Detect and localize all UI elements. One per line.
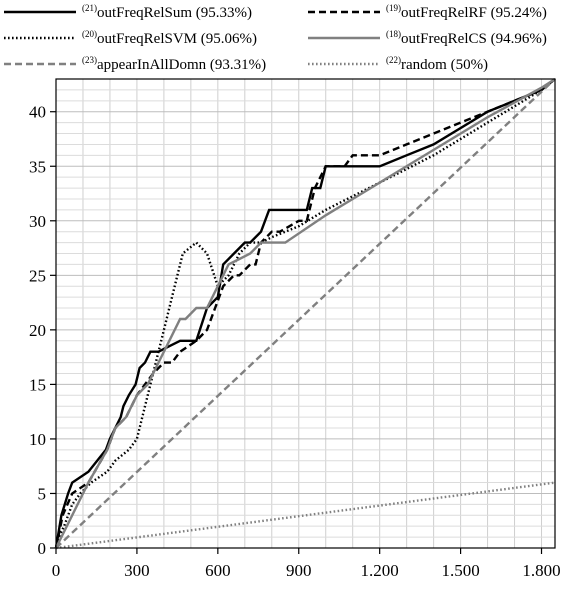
legend-label-0: (21)outFreqRelSum (95.33%): [82, 3, 252, 21]
series-lines: [54, 77, 556, 550]
y-tick-label: 10: [29, 430, 46, 449]
y-tick-label: 5: [38, 484, 47, 503]
legend-label-1: (19)outFreqRelRF (95.24%): [386, 3, 547, 21]
x-tick-label: 600: [205, 561, 231, 580]
x-tick-label: 1.800: [522, 561, 560, 580]
y-tick-label: 35: [29, 157, 46, 176]
legend-label-3: (18)outFreqRelCS (94.96%): [386, 29, 547, 47]
legend: (21)outFreqRelSum (95.33%) (19)outFreqRel…: [4, 3, 547, 73]
y-tick-label: 0: [38, 539, 47, 558]
y-tick-label: 20: [29, 321, 46, 340]
plot-frame: [55, 78, 556, 549]
x-tick-label: 1.500: [441, 561, 479, 580]
x-tick-label: 1.200: [361, 561, 399, 580]
grid: [56, 78, 555, 548]
y-tick-label: 15: [29, 375, 46, 394]
x-tick-label: 300: [124, 561, 150, 580]
y-tick-label: 25: [29, 266, 46, 285]
x-tick-label: 0: [52, 561, 61, 580]
y-tick-label: 40: [29, 103, 46, 122]
series-line-3: [54, 77, 556, 549]
axes: 0 300 600 900 1.200 1.500 1.800 0 5 10 15 20 25 30 35 4…: [29, 78, 561, 580]
legend-label-5: (22)random (50%): [386, 55, 488, 73]
series-line-1: [54, 78, 556, 549]
series-line-2: [54, 78, 556, 549]
y-tick-label: 30: [29, 212, 46, 231]
legend-label-4: (23)appearInAllDomn (93.31%): [82, 55, 266, 73]
legend-label-2: (20)outFreqRelSVM (95.06%): [82, 29, 257, 47]
x-tick-label: 900: [286, 561, 312, 580]
series-line-4: [55, 78, 556, 549]
